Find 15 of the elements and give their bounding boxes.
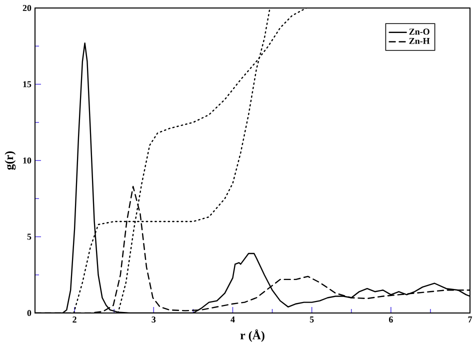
x-tick-label: 4 bbox=[230, 316, 235, 322]
y-tick-label: 20 bbox=[22, 4, 32, 12]
y-tick-label: 5 bbox=[27, 234, 32, 240]
y-tick-label: 0 bbox=[27, 310, 32, 316]
y-tick-label: 15 bbox=[23, 81, 32, 88]
x-tick-label: 2 bbox=[72, 316, 76, 322]
x-axis-title: r (Å) bbox=[240, 329, 264, 342]
legend-label: Zn-O bbox=[409, 28, 430, 35]
x-tick-label: 5 bbox=[310, 316, 314, 322]
legend-label: Zn-H bbox=[409, 38, 430, 44]
x-tick-label: 7 bbox=[468, 316, 472, 322]
y-tick-label: 10 bbox=[23, 157, 32, 164]
x-tick-label: 6 bbox=[388, 316, 393, 323]
x-tick-label: 3 bbox=[152, 316, 156, 323]
y-axis-title: g(r) bbox=[4, 151, 16, 170]
